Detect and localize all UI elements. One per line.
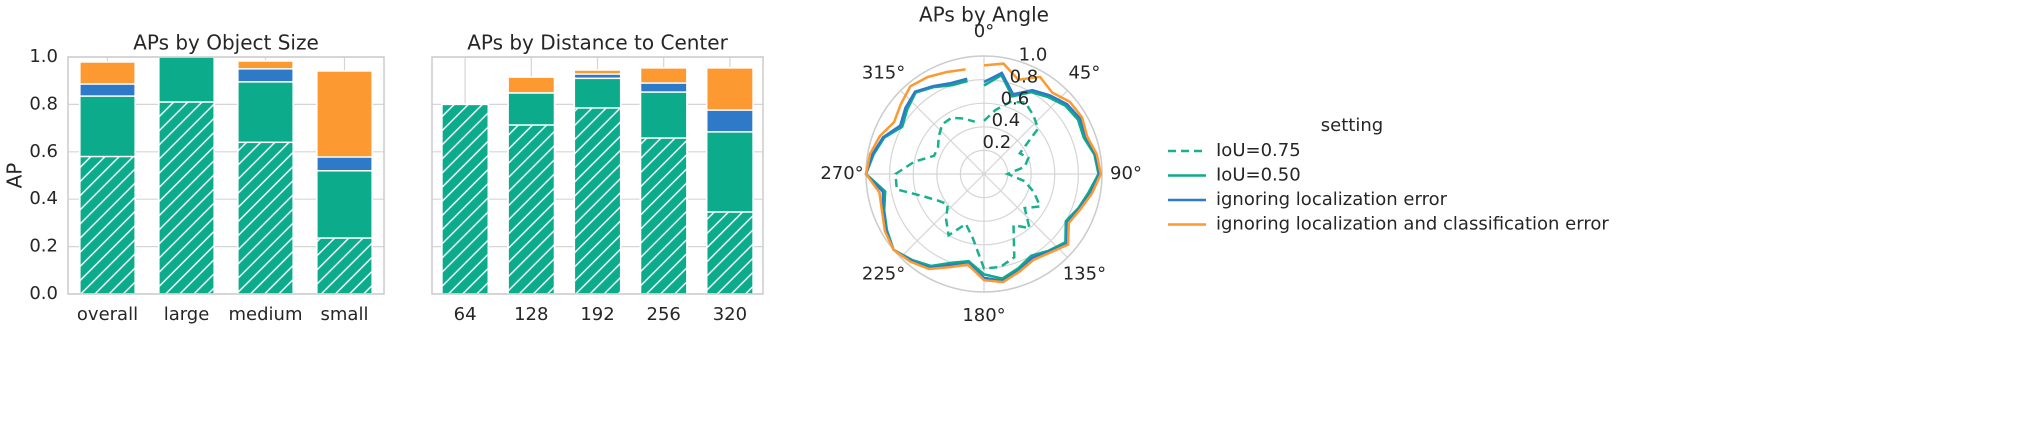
legend-label: IoU=0.50	[1216, 165, 1301, 186]
y-tick-label: 0.6	[29, 141, 58, 162]
chart-title: APs by Distance to Center	[467, 31, 728, 55]
y-tick-label: 0.2	[29, 236, 58, 257]
x-tick-label: 64	[454, 304, 477, 325]
x-tick-label: 128	[514, 304, 548, 325]
x-tick-label: 90°	[1110, 163, 1142, 184]
x-tick-label: 0°	[974, 21, 994, 42]
bar	[507, 124, 556, 295]
y-tick-label: 0.4	[29, 188, 58, 209]
y-tick-label: 1.0	[29, 46, 58, 67]
legend-title: setting	[1321, 115, 1383, 136]
y-tick-label: 0.4	[992, 110, 1021, 131]
y-tick-label: 0.2	[983, 132, 1012, 153]
grid-line	[900, 173, 985, 258]
x-tick-label: small	[321, 304, 369, 325]
plot-frame	[431, 56, 764, 295]
y-tick-label: 0.6	[1001, 88, 1030, 109]
x-tick-label: 320	[713, 304, 747, 325]
y-tick-label: 1.0	[1019, 45, 1048, 66]
x-tick-label: 135°	[1063, 263, 1106, 284]
x-tick-label: 315°	[862, 63, 905, 84]
x-tick-label: large	[164, 304, 210, 325]
x-tick-label: 225°	[862, 263, 905, 284]
bar	[79, 155, 136, 295]
y-axis-label: AP	[3, 163, 27, 189]
x-tick-label: overall	[77, 304, 138, 325]
x-tick-label: 180°	[962, 305, 1005, 326]
y-tick-label: 0.8	[29, 93, 58, 114]
legend-label: IoU=0.75	[1216, 140, 1301, 161]
grid-line	[983, 90, 1068, 175]
grid-line	[983, 173, 1068, 258]
x-tick-label: 270°	[820, 163, 863, 184]
x-tick-label: 256	[647, 304, 681, 325]
legend-label: ignoring localization and classification…	[1216, 214, 1609, 235]
bar	[573, 107, 622, 295]
bar	[237, 141, 294, 295]
series-line	[864, 71, 1101, 283]
bar	[639, 137, 688, 295]
bar	[158, 101, 215, 295]
chart-title: APs by Object Size	[133, 31, 319, 55]
y-tick-label: 0.8	[1010, 67, 1039, 88]
legend-label: ignoring localization error	[1216, 189, 1448, 210]
bar	[441, 103, 490, 295]
series-line	[894, 100, 1043, 270]
x-tick-label: 192	[580, 304, 614, 325]
bar	[316, 237, 373, 295]
y-tick-label: 0.0	[29, 283, 58, 304]
series-line	[864, 62, 1103, 284]
grid-line	[900, 90, 985, 175]
plot-frame	[67, 56, 385, 295]
x-tick-label: medium	[229, 304, 303, 325]
chart-title: APs by Angle	[919, 3, 1049, 27]
bar	[705, 211, 754, 295]
x-tick-label: 45°	[1068, 63, 1100, 84]
